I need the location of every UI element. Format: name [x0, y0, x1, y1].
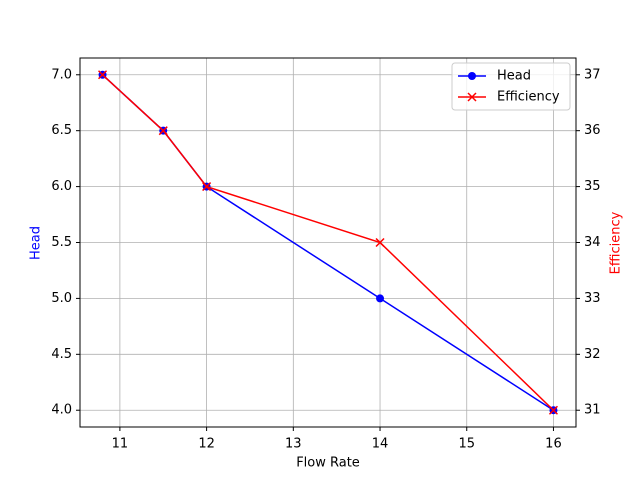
y-tick-label: 5.5: [51, 235, 72, 250]
legend-marker: [468, 72, 476, 80]
y-axis-label: Head: [29, 226, 44, 260]
marker: [376, 294, 385, 303]
x-tick-label: 14: [372, 437, 389, 452]
x-tick-label: 12: [198, 437, 215, 452]
legend-box: [451, 62, 571, 111]
y-tick-label: 4.0: [51, 403, 72, 418]
y2-tick-label: 35: [584, 179, 601, 194]
y2-tick-label: 31: [584, 403, 601, 418]
y2-tick-label: 37: [584, 67, 601, 82]
plot-frame: [79, 57, 577, 428]
x-tick-label: 16: [545, 437, 562, 452]
marker: [548, 405, 558, 415]
marker: [98, 70, 108, 80]
y2-axis-label: Efficiency: [609, 211, 624, 274]
x-tick-label: 13: [285, 437, 302, 452]
y2-tick-label: 32: [584, 347, 601, 362]
y2-tick-label: 36: [584, 123, 601, 138]
y-tick-label: 6.5: [51, 123, 72, 138]
legend-label: Efficiency: [497, 90, 560, 105]
marker: [375, 237, 385, 248]
y-tick-label: 6.0: [51, 179, 72, 194]
legend-label: Head: [497, 69, 531, 84]
y-tick-label: 7.0: [51, 67, 72, 82]
y-tick-label: 4.5: [51, 347, 72, 362]
legend-marker: [467, 92, 477, 102]
y2-tick-label: 33: [584, 291, 601, 306]
marker: [158, 126, 168, 136]
y-tick-label: 5.0: [51, 291, 72, 306]
marker: [202, 182, 212, 192]
x-tick-label: 15: [458, 437, 475, 452]
x-tick-label: 11: [112, 437, 129, 452]
x-axis-label: Flow Rate: [296, 456, 360, 471]
y2-tick-label: 34: [584, 235, 601, 250]
